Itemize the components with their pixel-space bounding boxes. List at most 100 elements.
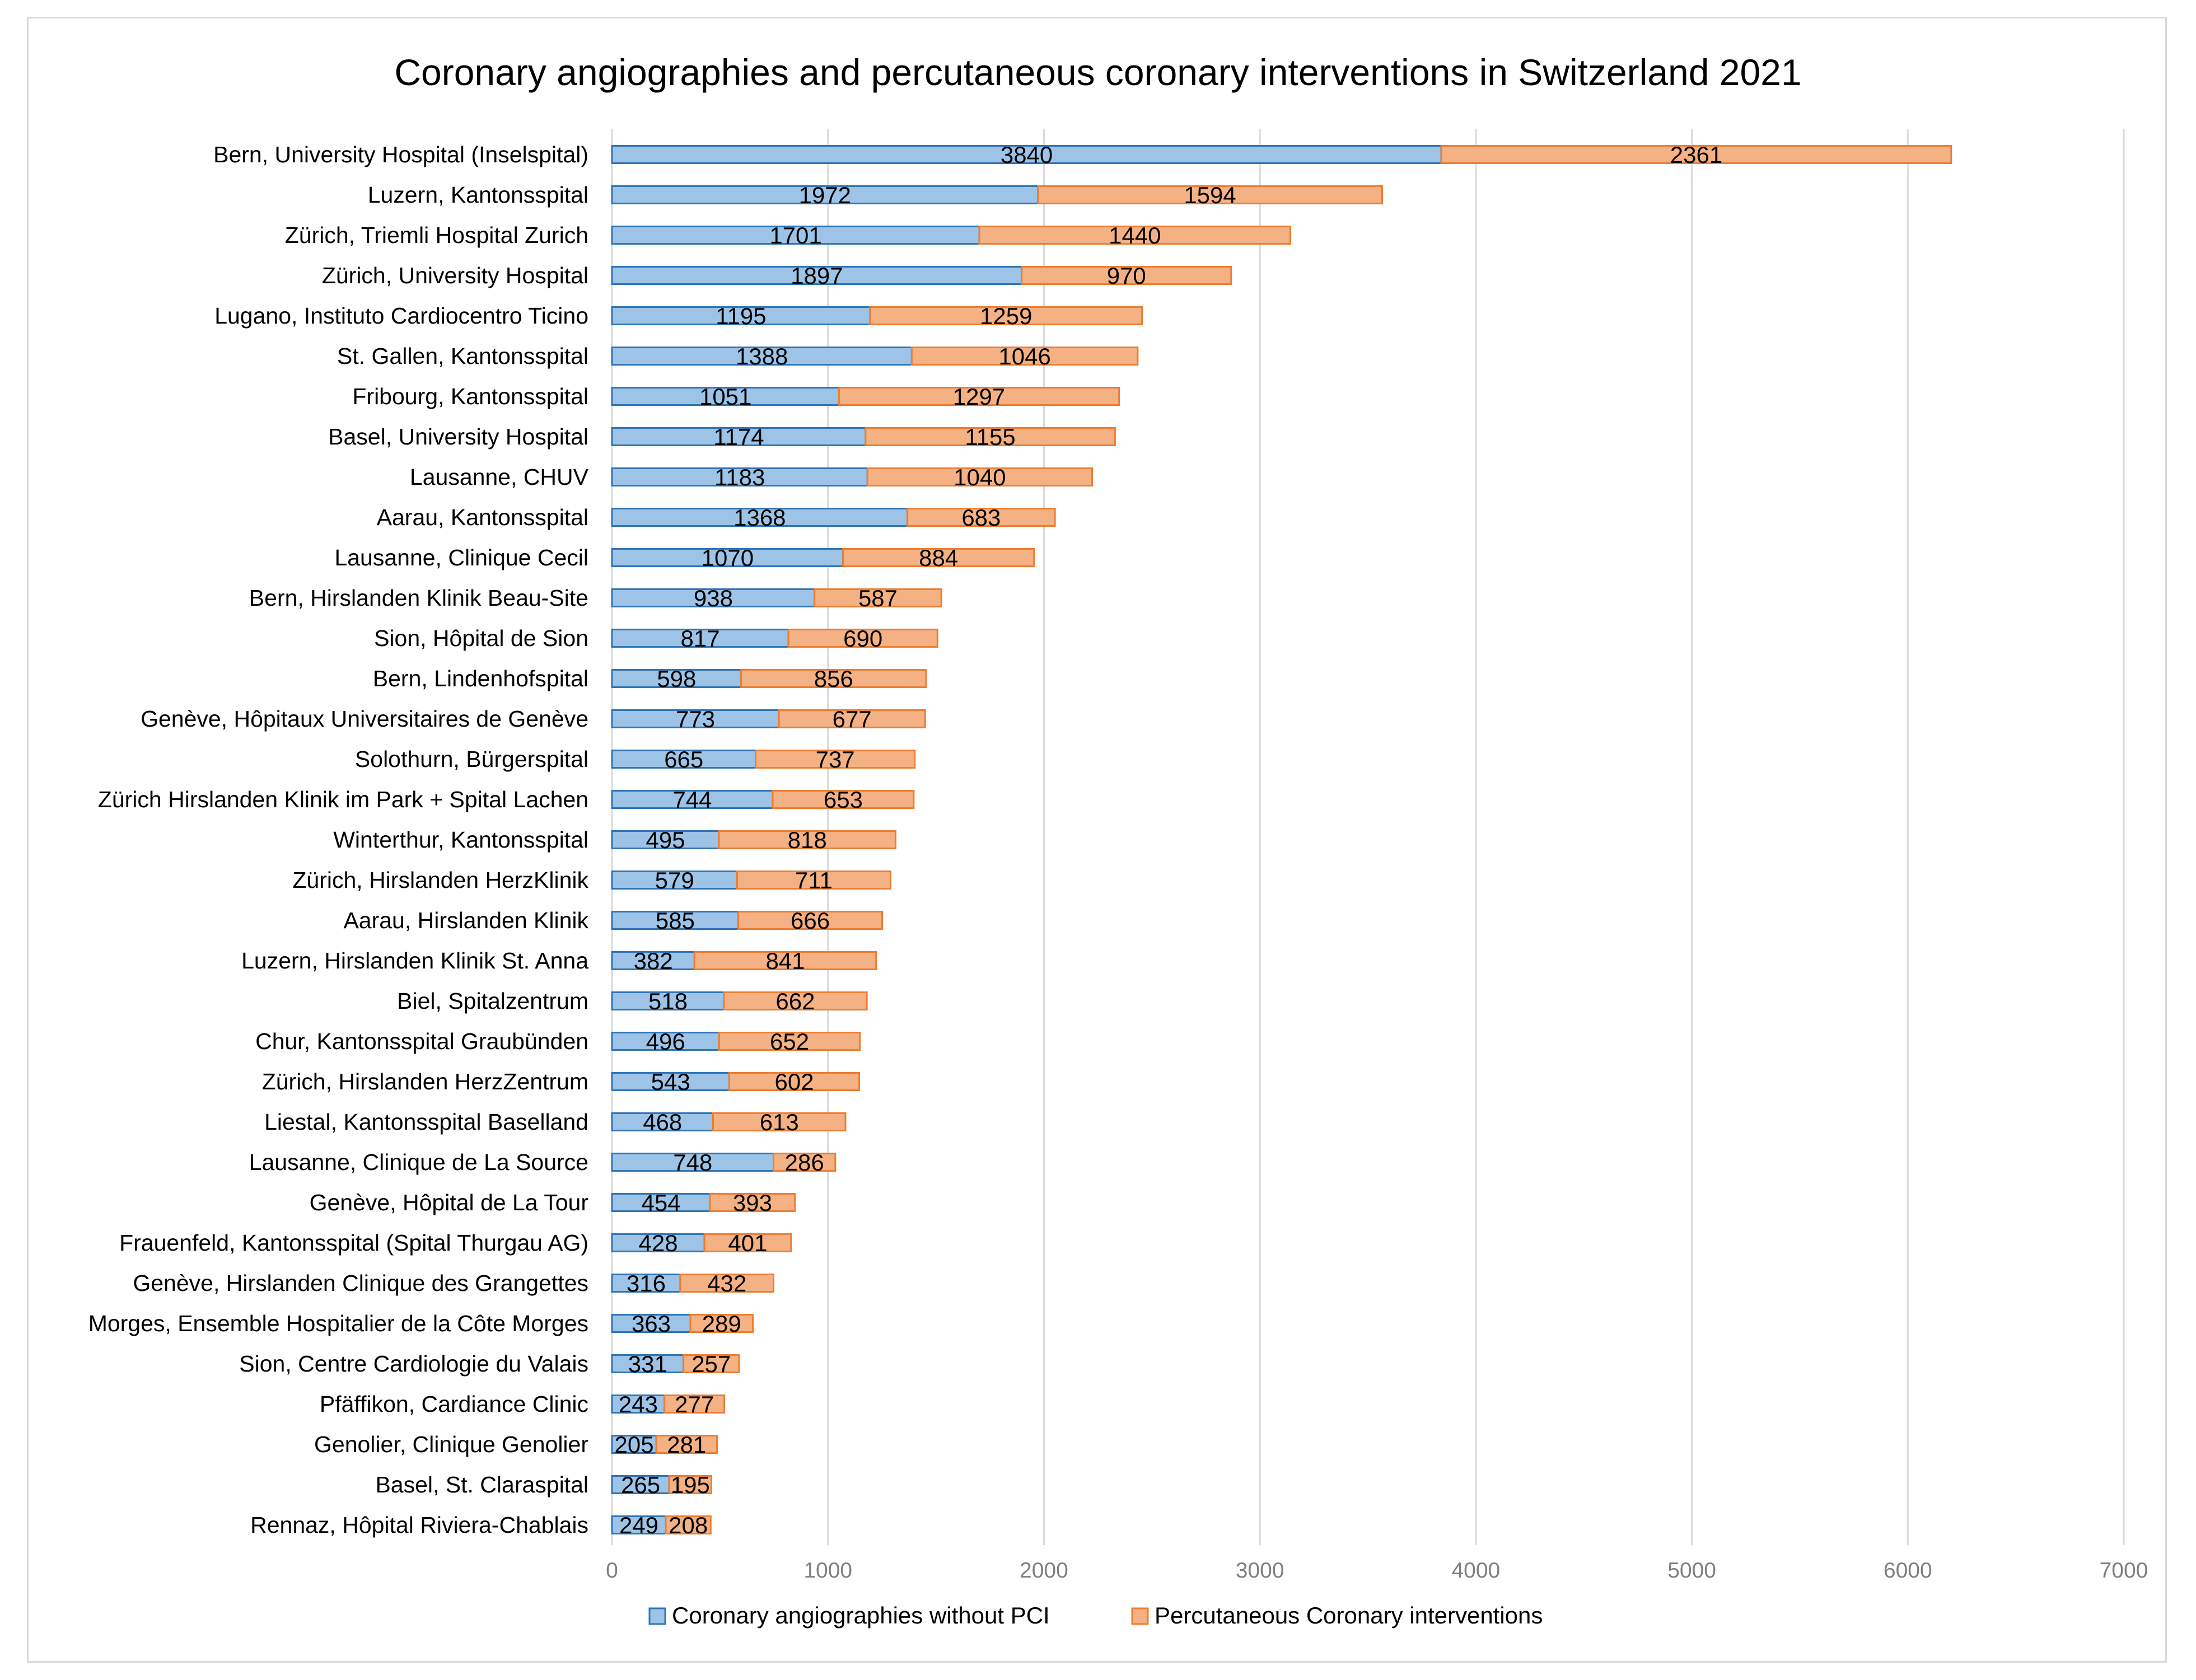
bar-angiographies[interactable] <box>611 508 909 527</box>
chart-title: Coronary angiographies and percutaneous … <box>394 52 1801 93</box>
bar-pci[interactable] <box>718 830 896 849</box>
legend: Coronary angiographies without PCI Percu… <box>648 1602 1543 1628</box>
bar-pci[interactable] <box>709 1193 796 1212</box>
category-label: Lausanne, Clinique de La Source <box>249 1149 588 1175</box>
bar-pci[interactable] <box>668 1475 712 1494</box>
bar-angiographies[interactable] <box>611 387 840 406</box>
bar-pci[interactable] <box>865 427 1116 446</box>
bar-angiographies[interactable] <box>611 467 868 486</box>
data-label-angiographies: 773 <box>676 706 715 732</box>
bar-segment-group: 666 <box>737 907 884 934</box>
category-label: Aarau, Hirslanden Klinik <box>343 907 588 933</box>
bar-pci[interactable] <box>693 951 877 970</box>
bar-angiographies[interactable] <box>611 1112 714 1131</box>
bar-angiographies[interactable] <box>611 1394 666 1414</box>
bar-segment-group: 884 <box>842 545 1035 571</box>
bar-angiographies[interactable] <box>611 145 1442 164</box>
bar-pci[interactable] <box>814 588 942 607</box>
bar-pci[interactable] <box>869 306 1143 325</box>
bar-angiographies[interactable] <box>611 951 695 970</box>
legend-item-pci[interactable]: Percutaneous Coronary interventions <box>1131 1602 1543 1628</box>
bar-angiographies[interactable] <box>611 347 913 366</box>
bar-angiographies[interactable] <box>611 871 738 890</box>
category-label: Lausanne, Clinique Cecil <box>334 545 588 570</box>
data-label-angiographies: 265 <box>621 1472 660 1498</box>
bar-segment-group: 598 <box>611 666 742 692</box>
bar-pci[interactable] <box>736 871 892 890</box>
bar-pci[interactable] <box>718 1032 861 1051</box>
bar-segment-group: 281 <box>655 1431 718 1458</box>
bar-pci[interactable] <box>703 1233 792 1252</box>
bar-segment-group: 454 <box>611 1190 711 1216</box>
bar-angiographies[interactable] <box>611 1274 681 1293</box>
bar-pci[interactable] <box>1037 185 1383 204</box>
bar-pci[interactable] <box>712 1112 847 1131</box>
bar-pci[interactable] <box>665 1515 712 1534</box>
data-label-pci: 856 <box>814 666 853 692</box>
data-label-pci: 2361 <box>1670 142 1722 168</box>
data-label-angiographies: 1051 <box>699 383 751 410</box>
x-tick-label-5000: 5000 <box>1667 1559 1716 1583</box>
data-label-pci: 289 <box>702 1311 741 1337</box>
bar-pci[interactable] <box>910 347 1139 366</box>
bar-angiographies[interactable] <box>611 548 844 567</box>
data-label-angiographies: 3840 <box>1001 142 1053 168</box>
bar-pci[interactable] <box>787 629 938 648</box>
bar-pci[interactable] <box>740 669 927 688</box>
category-label: Zürich, Hirslanden HerzZentrum <box>262 1069 588 1094</box>
bar-segment-group: 205 <box>611 1431 657 1458</box>
bar-segment-group: 243 <box>611 1391 666 1417</box>
bar-pci[interactable] <box>907 508 1056 527</box>
legend-item-angiographies[interactable]: Coronary angiographies without PCI <box>648 1602 1050 1628</box>
bar-pci[interactable] <box>866 467 1093 486</box>
x-tick-label-2000: 2000 <box>1020 1559 1068 1583</box>
category-label: Pfäffikon, Cardiance Clinic <box>320 1391 588 1417</box>
bar-segment-group: 1897 <box>611 263 1023 289</box>
category-label: Genève, Hirslanden Clinique des Grangett… <box>133 1270 588 1296</box>
bar-angiographies[interactable] <box>611 1032 720 1051</box>
bar-pci[interactable] <box>737 911 884 930</box>
bar-angiographies[interactable] <box>611 911 740 930</box>
bar-pci[interactable] <box>842 548 1035 567</box>
bar-pci[interactable] <box>772 790 915 809</box>
bar-segment-group: 316 <box>611 1270 681 1297</box>
bar-angiographies[interactable] <box>611 629 789 648</box>
data-label-angiographies: 1388 <box>736 343 788 369</box>
bar-pci[interactable] <box>683 1354 740 1373</box>
bar-pci[interactable] <box>755 750 916 769</box>
data-label-angiographies: 243 <box>619 1391 658 1417</box>
bar-angiographies[interactable] <box>611 266 1023 285</box>
x-tick-label-6000: 6000 <box>1884 1559 1932 1583</box>
bar-angiographies[interactable] <box>611 1193 711 1212</box>
bar-pci[interactable] <box>778 709 926 728</box>
bar-angiographies[interactable] <box>611 588 816 607</box>
bar-angiographies[interactable] <box>611 991 725 1010</box>
data-label-pci: 432 <box>707 1270 746 1297</box>
bar-angiographies[interactable] <box>611 427 867 446</box>
bar-pci[interactable] <box>728 1072 861 1091</box>
category-label: Aarau, Kantonsspital <box>377 504 588 530</box>
category-label: Luzern, Hirslanden Klinik St. Anna <box>241 948 588 974</box>
bar-segment-group: 286 <box>773 1149 837 1176</box>
bar-pci[interactable] <box>689 1314 754 1333</box>
bar-pci[interactable] <box>679 1274 775 1293</box>
data-label-pci: 653 <box>824 787 863 813</box>
bar-pci[interactable] <box>664 1394 726 1414</box>
bar-segment-group: 1594 <box>1037 182 1383 208</box>
bar-pci[interactable] <box>723 991 868 1010</box>
bar-angiographies[interactable] <box>611 226 980 245</box>
data-label-angiographies: 331 <box>628 1351 667 1377</box>
data-label-pci: 662 <box>775 988 815 1014</box>
bar-segment-group: 748 <box>611 1149 775 1176</box>
data-label-pci: 257 <box>691 1351 731 1377</box>
bar-pci[interactable] <box>1440 145 1952 164</box>
bar-pci[interactable] <box>1021 266 1232 285</box>
bar-segment-group: 2361 <box>1440 142 1952 168</box>
bar-segment-group: 495 <box>611 827 720 853</box>
bar-pci[interactable] <box>773 1153 837 1172</box>
bar-pci[interactable] <box>838 387 1120 406</box>
bar-pci[interactable] <box>655 1435 718 1454</box>
bar-pci[interactable] <box>978 226 1292 245</box>
legend-label-angiographies: Coronary angiographies without PCI <box>672 1602 1050 1628</box>
bar-segment-group: 1040 <box>866 464 1093 490</box>
